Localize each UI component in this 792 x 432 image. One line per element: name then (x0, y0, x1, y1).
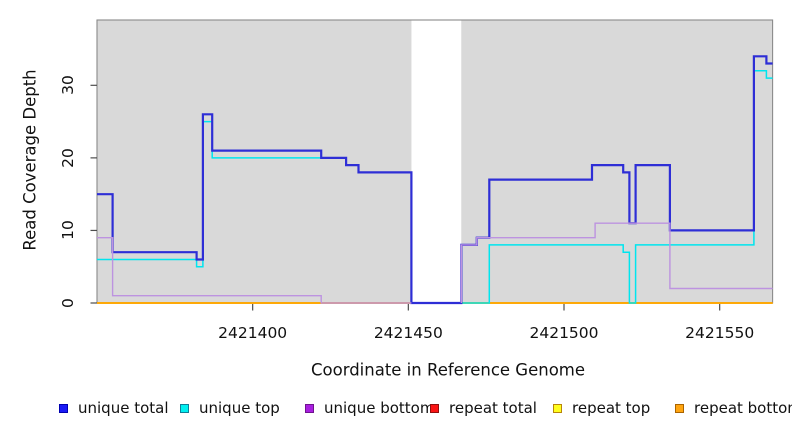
legend-label: repeat top (572, 399, 651, 417)
legend-item-unique-bottom: unique bottom (305, 399, 435, 417)
x-tick-label: 2421550 (685, 324, 755, 342)
series-line-unique-bottom (97, 237, 412, 304)
legend-item-repeat-top: repeat top (553, 399, 651, 417)
legend-swatch-icon (305, 403, 314, 413)
legend-item-unique-total: unique total (59, 399, 169, 417)
legend-swatch-icon (553, 403, 562, 413)
legend-item-repeat-total: repeat total (430, 399, 537, 417)
legend-swatch-icon (59, 403, 68, 413)
legend-label: unique top (199, 399, 280, 417)
x-tick-label: 2421450 (373, 324, 443, 342)
series-line-unique-bottom (460, 222, 773, 303)
x-tick-label: 2421400 (218, 324, 288, 342)
legend-item-unique-top: unique top (180, 399, 280, 417)
plot-background-left (97, 20, 412, 303)
legend-swatch-icon (430, 403, 439, 413)
y-axis-title: Read Coverage Depth (20, 69, 40, 251)
series-line-unique-top (461, 70, 773, 304)
legend-label: repeat bottom (694, 399, 792, 417)
legend-label: repeat total (449, 399, 537, 417)
x-tick-label: 2421500 (529, 324, 599, 342)
legend-swatch-icon (180, 403, 189, 413)
legend-item-repeat-bottom: repeat bottom (675, 399, 792, 417)
x-axis-title: Coordinate in Reference Genome (310, 360, 586, 380)
y-tick-label: 10 (59, 220, 77, 241)
legend-label: unique bottom (324, 399, 435, 417)
plot-background-right (461, 20, 773, 303)
y-tick-label: 20 (59, 147, 77, 168)
legend-label: unique total (78, 399, 169, 417)
legend-swatch-icon (675, 403, 684, 413)
y-tick-label: 0 (59, 298, 77, 308)
y-tick-label: 30 (59, 75, 77, 96)
